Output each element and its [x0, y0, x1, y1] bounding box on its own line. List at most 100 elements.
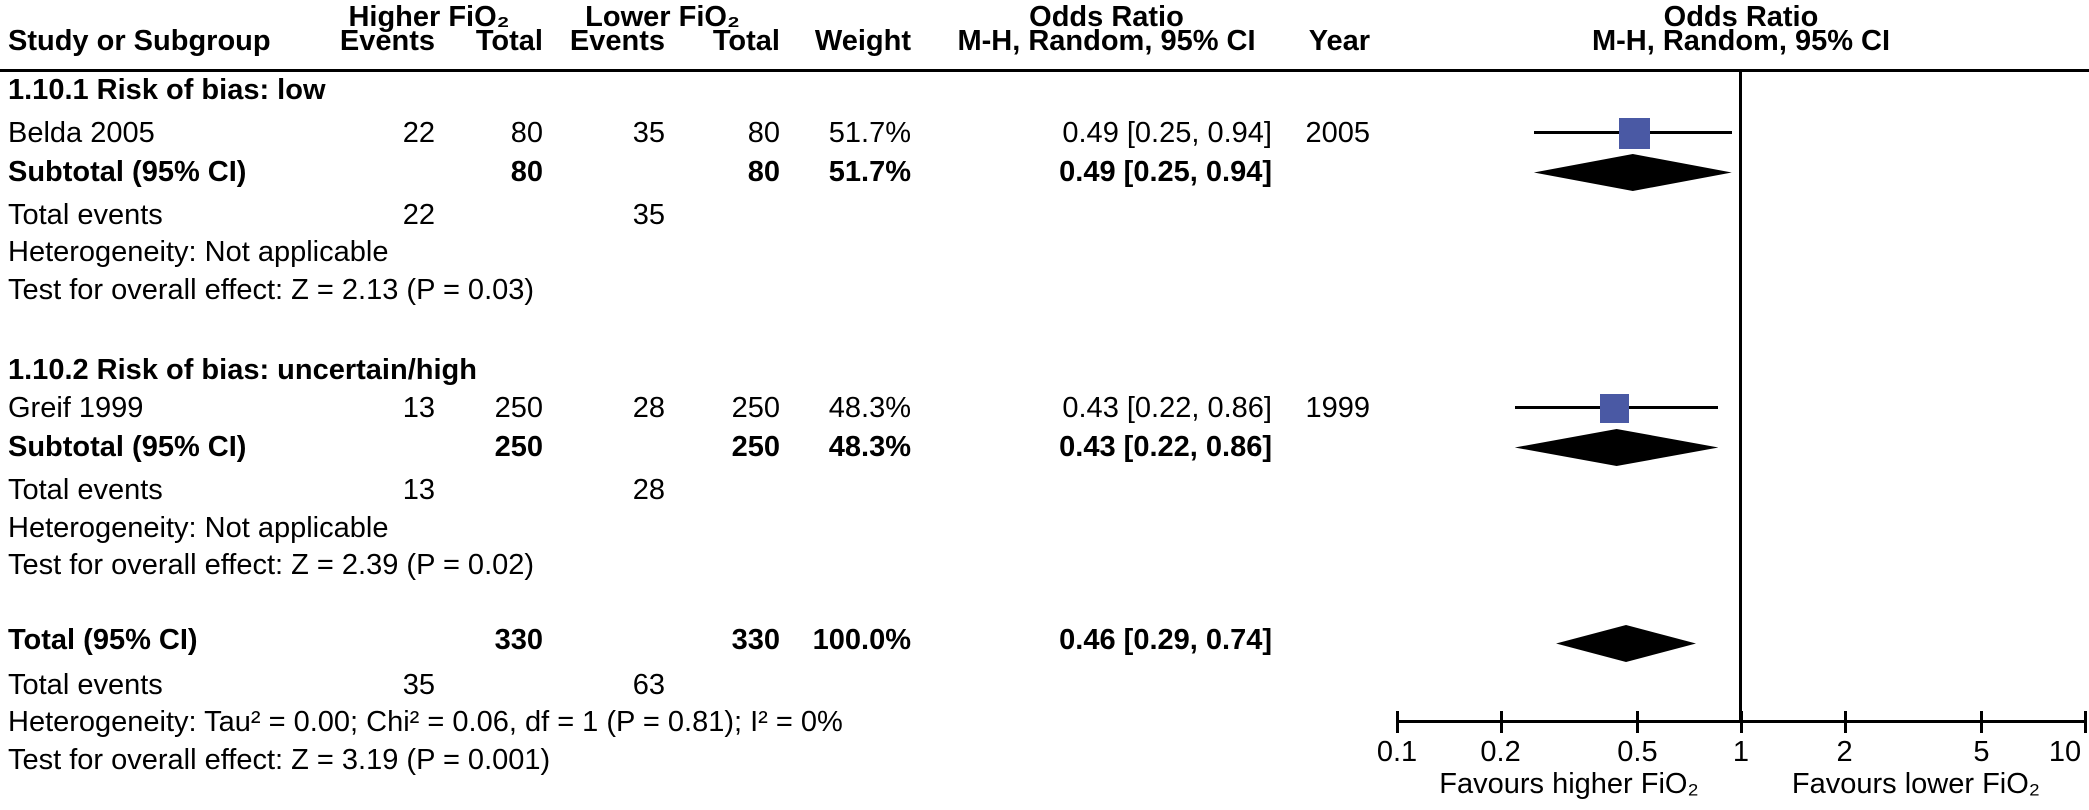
events-higher: 13 — [402, 392, 435, 424]
or-ci-value: 0.46 [0.29, 0.74] — [1059, 624, 1272, 656]
table-row-heterogeneity: Heterogeneity: Tau² = 0.00; Chi² = 0.06,… — [0, 703, 1390, 741]
overall-effect-text: Test for overall effect: Z = 2.39 (P = 0… — [8, 549, 535, 581]
weight-value: 100.0% — [812, 624, 911, 656]
overall-effect-text: Test for overall effect: Z = 2.13 (P = 0… — [8, 274, 535, 306]
weight-value: 48.3% — [828, 392, 911, 424]
study-label: Belda 2005 — [8, 117, 155, 149]
header-year: Year — [1308, 25, 1370, 57]
table-row-heterogeneity: Heterogeneity: Not applicable — [0, 509, 1390, 547]
total-events-label: Total events — [8, 474, 163, 506]
heterogeneity-text: Heterogeneity: Tau² = 0.00; Chi² = 0.06,… — [8, 706, 843, 738]
header-divider — [0, 69, 2089, 72]
header-ci-right: M-H, Random, 95% CI — [1591, 25, 1891, 57]
table-row-subtotal: Subtotal (95% CI) 80 80 51.7% 0.49 [0.25… — [0, 153, 1390, 191]
total-higher: 80 — [510, 117, 543, 149]
year-value: 1999 — [1305, 392, 1370, 424]
pooled-diamond — [1556, 625, 1696, 662]
header-ci: M-H, Random, 95% CI — [957, 25, 1256, 57]
table-row-overall-effect: Test for overall effect: Z = 2.39 (P = 0… — [0, 546, 1390, 584]
table-row-heterogeneity: Heterogeneity: Not applicable — [0, 233, 1390, 271]
pooled-diamond — [1533, 154, 1732, 191]
weight-value: 51.7% — [828, 117, 911, 149]
total-events-label: Total events — [8, 199, 163, 231]
table-row-total-events: Total events 35 63 — [0, 666, 1390, 704]
header-group-row: Higher FiO₂ Lower FiO₂ Odds Ratio Odds R… — [0, 0, 2089, 34]
axis-tick-label: 0.1 — [1376, 736, 1418, 768]
total-lower: 330 — [731, 624, 780, 656]
header-total-lower: Total — [712, 25, 780, 57]
events-lower: 35 — [632, 117, 665, 149]
header-total-higher: Total — [475, 25, 543, 57]
axis-tick — [1499, 711, 1503, 733]
axis-tick — [1843, 711, 1847, 733]
effect-square — [1619, 118, 1650, 149]
total-label: Total (95% CI) — [8, 624, 198, 656]
table-row-total: Total (95% CI) 330 330 100.0% 0.46 [0.29… — [0, 621, 1390, 659]
total-lower: 80 — [747, 117, 780, 149]
subgroup-title: 1.10.2 Risk of bias: uncertain/high — [8, 354, 477, 386]
header-group-lower: Lower FiO₂ — [585, 1, 740, 33]
overall-effect-text: Test for overall effect: Z = 3.19 (P = 0… — [8, 744, 551, 776]
heterogeneity-text: Heterogeneity: Not applicable — [8, 512, 389, 544]
weight-value: 48.3% — [828, 431, 911, 463]
axis-tick-label: 2 — [1836, 736, 1853, 768]
events-lower: 35 — [632, 199, 665, 231]
events-lower: 63 — [632, 669, 665, 701]
or-ci-value: 0.43 [0.22, 0.86] — [1062, 392, 1272, 424]
subtotal-label: Subtotal (95% CI) — [8, 431, 247, 463]
subtotal-label: Subtotal (95% CI) — [8, 156, 247, 188]
events-higher: 22 — [402, 199, 435, 231]
table-row-study: Belda 2005 22 80 35 80 51.7% 0.49 [0.25,… — [0, 114, 1390, 152]
total-lower: 80 — [747, 156, 780, 188]
favours-left-label: Favours higher FiO₂ — [1439, 768, 1699, 800]
or-ci-value: 0.43 [0.22, 0.86] — [1059, 431, 1272, 463]
events-lower: 28 — [632, 392, 665, 424]
pooled-diamond — [1514, 429, 1719, 466]
or-ci-value: 0.49 [0.25, 0.94] — [1059, 156, 1272, 188]
total-lower: 250 — [731, 431, 780, 463]
events-higher: 35 — [402, 669, 435, 701]
axis-tick-label: 5 — [1973, 736, 1990, 768]
weight-value: 51.7% — [828, 156, 911, 188]
favours-right-label: Favours lower FiO₂ — [1791, 768, 2041, 800]
table-row-study: Greif 1999 13 250 28 250 48.3% 0.43 [0.2… — [0, 389, 1390, 427]
subgroup-heading: 1.10.2 Risk of bias: uncertain/high — [0, 351, 1390, 389]
header-study: Study or Subgroup — [8, 25, 271, 57]
header-odds-ratio-left: Odds Ratio — [1029, 1, 1184, 33]
axis-tick — [1636, 711, 1640, 733]
reference-line — [1739, 72, 1742, 722]
axis-tick — [1980, 711, 1984, 733]
total-events-label: Total events — [8, 669, 163, 701]
total-higher: 250 — [494, 392, 543, 424]
axis-tick-label: 0.5 — [1617, 736, 1658, 768]
axis-tick — [1396, 711, 1399, 733]
subgroup-title: 1.10.1 Risk of bias: low — [8, 74, 326, 106]
header-column-row: Study or Subgroup Events Total Events To… — [0, 24, 2089, 58]
axis-tick-label: 1 — [1732, 736, 1750, 768]
header-group-higher: Higher FiO₂ — [348, 1, 510, 33]
axis-tick — [1740, 711, 1743, 733]
or-ci-value: 0.49 [0.25, 0.94] — [1062, 117, 1272, 149]
events-higher: 13 — [402, 474, 435, 506]
events-lower: 28 — [632, 474, 665, 506]
study-label: Greif 1999 — [8, 392, 144, 424]
total-higher: 250 — [494, 431, 543, 463]
table-row-overall-effect: Test for overall effect: Z = 3.19 (P = 0… — [0, 741, 1390, 779]
axis-tick-label: 10 — [2048, 736, 2082, 768]
heterogeneity-text: Heterogeneity: Not applicable — [8, 236, 389, 268]
table-row-total-events: Total events 13 28 — [0, 471, 1390, 509]
effect-square — [1600, 394, 1629, 423]
axis-tick — [2084, 711, 2087, 733]
table-row-overall-effect: Test for overall effect: Z = 2.13 (P = 0… — [0, 271, 1390, 309]
subgroup-heading: 1.10.1 Risk of bias: low — [0, 71, 1390, 109]
total-higher: 80 — [510, 156, 543, 188]
year-value: 2005 — [1305, 117, 1370, 149]
axis-tick-label: 0.2 — [1480, 736, 1521, 768]
header-events-lower: Events — [569, 25, 665, 57]
table-row-subtotal: Subtotal (95% CI) 250 250 48.3% 0.43 [0.… — [0, 428, 1390, 466]
header-odds-ratio-right: Odds Ratio — [1663, 1, 1819, 33]
table-row-total-events: Total events 22 35 — [0, 196, 1390, 234]
header-events-higher: Events — [339, 25, 435, 57]
header-weight: Weight — [814, 25, 911, 57]
